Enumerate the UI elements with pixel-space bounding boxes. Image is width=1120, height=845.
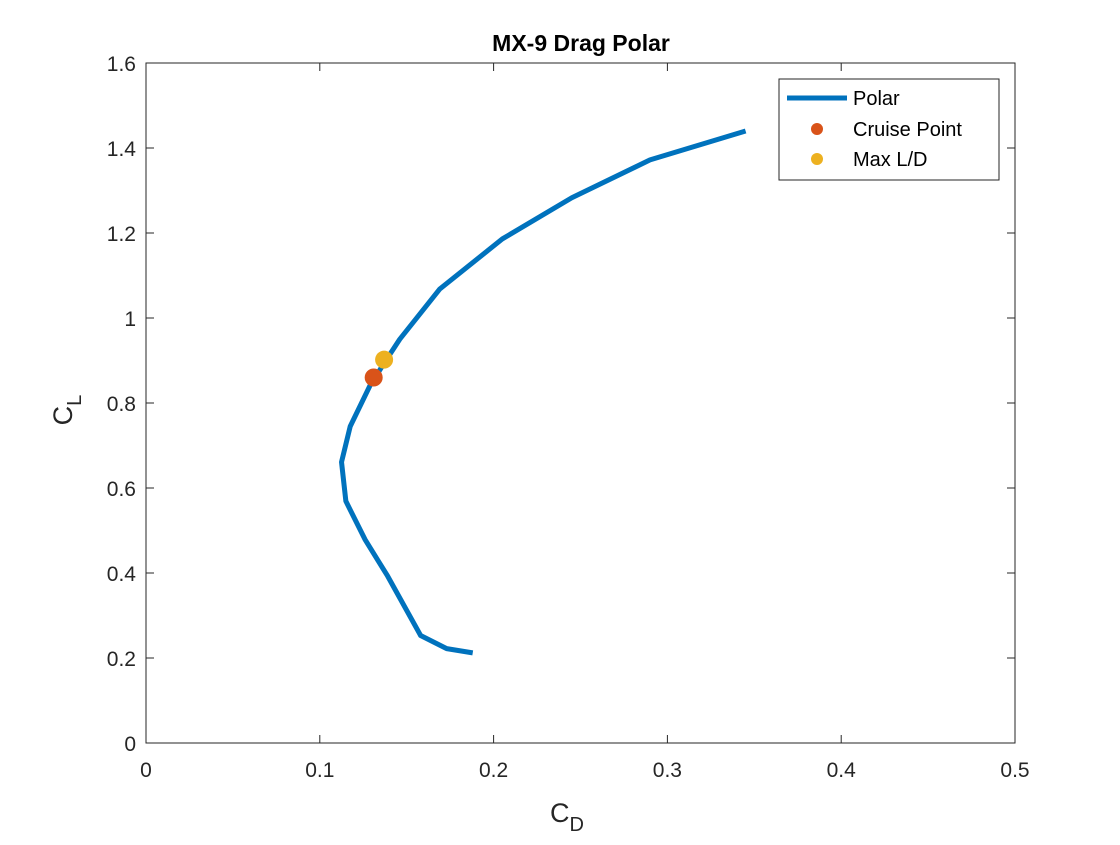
data-point-max-l-d	[375, 350, 394, 369]
x-tick-label: 0.3	[653, 759, 682, 782]
legend-swatch-max-ld	[811, 153, 823, 165]
series-cruise-point	[364, 368, 383, 387]
y-tick-label: 0	[124, 733, 136, 756]
x-tick-label: 0.4	[827, 759, 857, 782]
x-tick-label: 0.1	[305, 759, 334, 782]
y-tick-label: 1.4	[107, 138, 137, 161]
y-tick-label: 0.8	[107, 393, 136, 416]
x-tick-label: 0.2	[479, 759, 508, 782]
y-tick-label: 0.4	[107, 563, 137, 586]
y-axis-title: CL	[48, 395, 86, 426]
series-line-polar	[339, 128, 747, 656]
legend-label-cruise-point: Cruise Point	[853, 119, 962, 141]
legend[interactable]: Polar Cruise Point Max L/D	[778, 78, 1000, 181]
axis-tick-labels: 0 0.1 0.2 0.3 0.4 0.5 0 0.2 0.4 0.6 0.8 1 1.2 1.4 1.6	[107, 53, 1030, 782]
x-tick-label: 0	[140, 759, 152, 782]
series-polar	[339, 128, 747, 656]
series-max-l-d	[375, 350, 394, 369]
legend-label-max-ld: Max L/D	[853, 149, 927, 171]
x-tick-label: 0.5	[1000, 759, 1029, 782]
y-tick-label: 1	[124, 308, 136, 331]
y-tick-label: 1.2	[107, 223, 136, 246]
data-point-cruise-point	[364, 368, 383, 387]
y-tick-label: 0.6	[107, 478, 136, 501]
x-axis-title: CD	[550, 798, 584, 836]
chart-title: MX-9 Drag Polar	[492, 30, 670, 56]
y-tick-label: 1.6	[107, 53, 136, 76]
legend-swatch-cruise-point	[811, 123, 823, 135]
axis-ticks	[145, 62, 1016, 744]
series-layer	[339, 128, 747, 656]
legend-label-polar: Polar	[853, 88, 900, 110]
y-tick-label: 0.2	[107, 648, 136, 671]
